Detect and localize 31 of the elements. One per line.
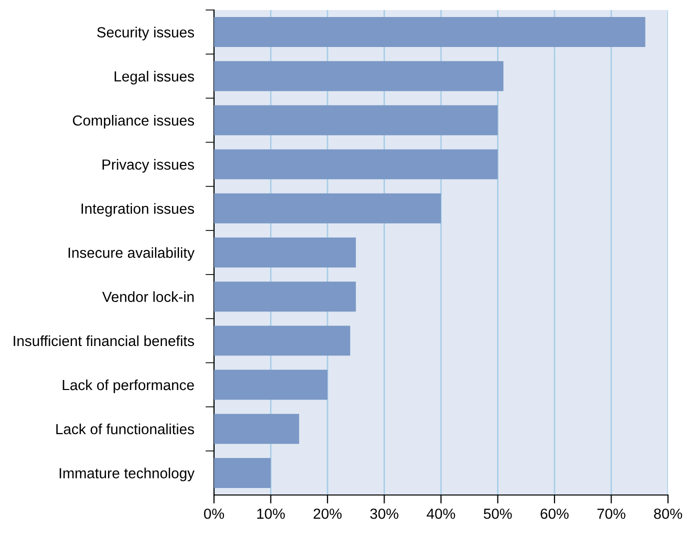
x-tick-label: 60% bbox=[540, 508, 569, 519]
y-tick-label: Compliance issues bbox=[72, 114, 194, 129]
y-tick-label: Privacy issues bbox=[102, 159, 194, 173]
bar bbox=[214, 370, 328, 400]
y-tick-label: Insecure availability bbox=[68, 247, 195, 261]
y-tick-label: Immature technology bbox=[60, 468, 195, 482]
bar bbox=[214, 193, 441, 224]
x-tick-label: 50% bbox=[484, 508, 512, 519]
y-tick-label: Lack of functionalities bbox=[56, 424, 194, 434]
bar bbox=[214, 61, 504, 92]
bar bbox=[214, 458, 271, 488]
y-tick-label: Lack of performance bbox=[62, 379, 194, 394]
bar bbox=[214, 282, 356, 312]
x-tick-label: 40% bbox=[426, 508, 456, 519]
x-tick-label: 20% bbox=[314, 508, 342, 519]
bar bbox=[214, 149, 498, 180]
x-tick-label: 10% bbox=[257, 508, 285, 519]
x-tick-label: 70% bbox=[597, 508, 626, 519]
y-tick-label: Insufficient financial benefits bbox=[14, 335, 194, 346]
x-tick-label: 80% bbox=[654, 508, 682, 519]
bar bbox=[214, 414, 300, 444]
x-tick-label: 0% bbox=[204, 508, 224, 519]
bar bbox=[214, 105, 498, 136]
x-tick-label: 30% bbox=[370, 508, 398, 519]
bar bbox=[214, 326, 350, 356]
y-tick-label: Security issues bbox=[97, 26, 194, 40]
y-tick-label: Integration issues bbox=[82, 203, 194, 217]
bar bbox=[214, 17, 646, 48]
y-tick-label: Vendor lock-in bbox=[102, 291, 194, 302]
y-tick-label: Legal issues bbox=[114, 70, 194, 84]
bar bbox=[214, 238, 356, 268]
